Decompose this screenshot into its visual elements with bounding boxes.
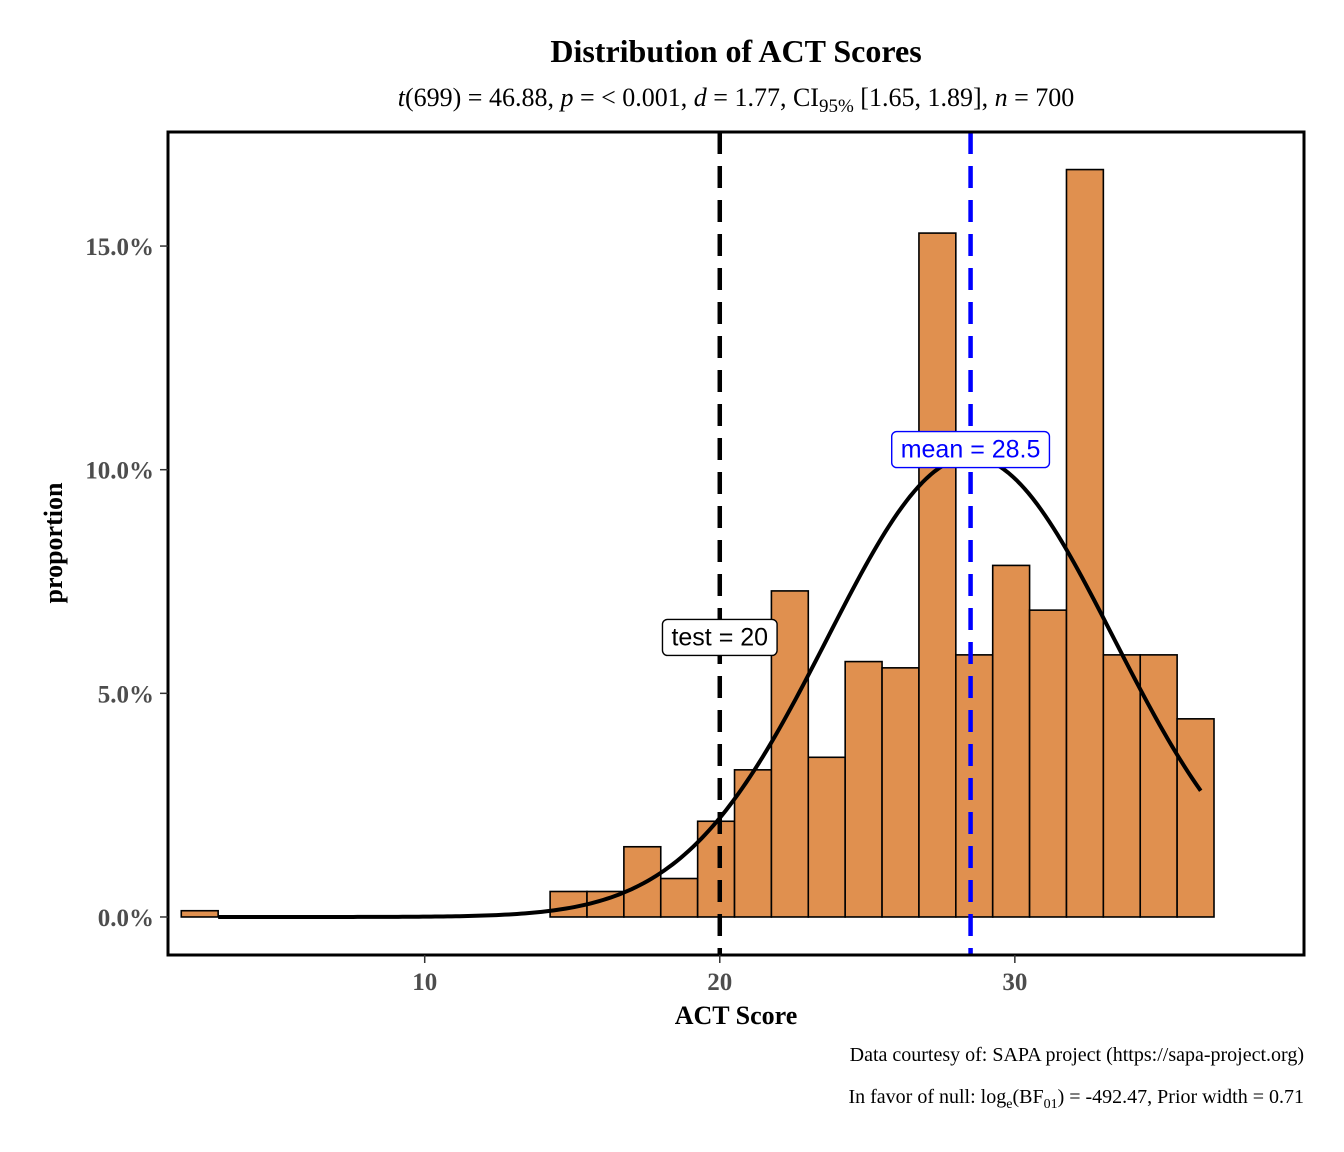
subtitle-stat: t — [398, 83, 406, 112]
x-tick-label: 20 — [707, 969, 732, 996]
subtitle-effect-symbol: d — [694, 83, 708, 112]
subtitle-statistic: = 46.88, — [461, 83, 560, 112]
subtitle-n-value: = 700 — [1008, 83, 1075, 112]
subtitle-n-symbol: n — [995, 83, 1008, 112]
histogram-bar — [1139, 654, 1178, 918]
histogram-bar — [1028, 609, 1068, 918]
reference-lines-layer — [717, 132, 973, 955]
histogram-bar — [807, 756, 846, 918]
subtitle-df: (699) — [405, 83, 461, 112]
test-label-box — [661, 618, 778, 657]
subtitle-ci-level: 95% — [819, 96, 854, 117]
mean-label-value: 28.5 — [992, 436, 1041, 464]
caption-bf-subscript: 01 — [1044, 1097, 1058, 1112]
test-label-equals: = — [712, 623, 741, 651]
caption-bf-open: (BF — [1012, 1086, 1043, 1108]
chart-title: Distribution of ACT Scores — [550, 33, 921, 69]
x-axis-title: ACT Score — [675, 1001, 798, 1030]
y-tick-label: 5.0% — [98, 681, 154, 708]
histogram-bar — [955, 654, 994, 918]
test-label-value: 20 — [740, 623, 768, 651]
caption-bf-suffix: ) = -492.47, Prior width = 0.71 — [1058, 1086, 1304, 1108]
caption-bayes-factor: In favor of null: loge(BF01) = -492.47, … — [848, 1086, 1304, 1112]
histogram-bar — [549, 890, 588, 918]
histogram-bar — [991, 564, 1031, 918]
subtitle-effect-value: = 1.77, CI — [707, 83, 819, 112]
mean-label-name: mean — [901, 436, 964, 464]
test-label-name: test — [671, 623, 711, 651]
y-axis-title: proportion — [39, 482, 68, 603]
histogram-bar — [180, 909, 219, 918]
histogram-bar — [1065, 168, 1105, 918]
mean-label-text: mean = 28.5 — [901, 436, 1041, 464]
histogram-bar — [1176, 718, 1215, 918]
caption-bf-prefix: In favor of null: log — [848, 1086, 1006, 1108]
subtitle-ci-value: [1.65, 1.89], — [854, 83, 995, 112]
histogram-bar — [770, 590, 810, 918]
test-label: test = 20 — [661, 618, 778, 657]
histogram-bar — [1102, 654, 1142, 918]
histogram-bar — [918, 232, 957, 918]
y-axis: 0.0% 5.0% 10.0% 15.0% — [85, 234, 168, 932]
mean-label-box — [891, 430, 1051, 469]
reference-labels-layer: test = 20 mean = 28.5 — [661, 430, 1051, 657]
mean-label: mean = 28.5 — [891, 430, 1051, 469]
subtitle-p-symbol: p — [558, 83, 573, 112]
y-tick-label: 10.0% — [85, 458, 154, 485]
normal-density-curve — [218, 455, 1203, 919]
caption-log-subscript: e — [1006, 1097, 1012, 1112]
mean-label-equals: = — [963, 436, 992, 464]
y-tick-label: 0.0% — [98, 905, 154, 932]
histogram-bar — [844, 660, 883, 918]
histogram-bar — [881, 667, 920, 918]
histogram-bar — [659, 877, 699, 918]
chart-subtitle: t(699) = 46.88, p = < 0.001, d = 1.77, C… — [398, 83, 1075, 117]
plot-panel-border — [166, 130, 1306, 957]
x-axis: 10 20 30 — [412, 955, 1027, 996]
test-label-text: test = 20 — [671, 623, 768, 651]
bars-layer — [180, 168, 1215, 918]
x-tick-label: 30 — [1002, 969, 1027, 996]
subtitle-p-value: = < 0.001, — [573, 83, 693, 112]
x-tick-label: 10 — [412, 969, 437, 996]
y-tick-label: 15.0% — [85, 234, 154, 261]
curve-layer — [218, 455, 1203, 919]
caption-data-source: Data courtesy of: SAPA project (https://… — [850, 1044, 1304, 1066]
